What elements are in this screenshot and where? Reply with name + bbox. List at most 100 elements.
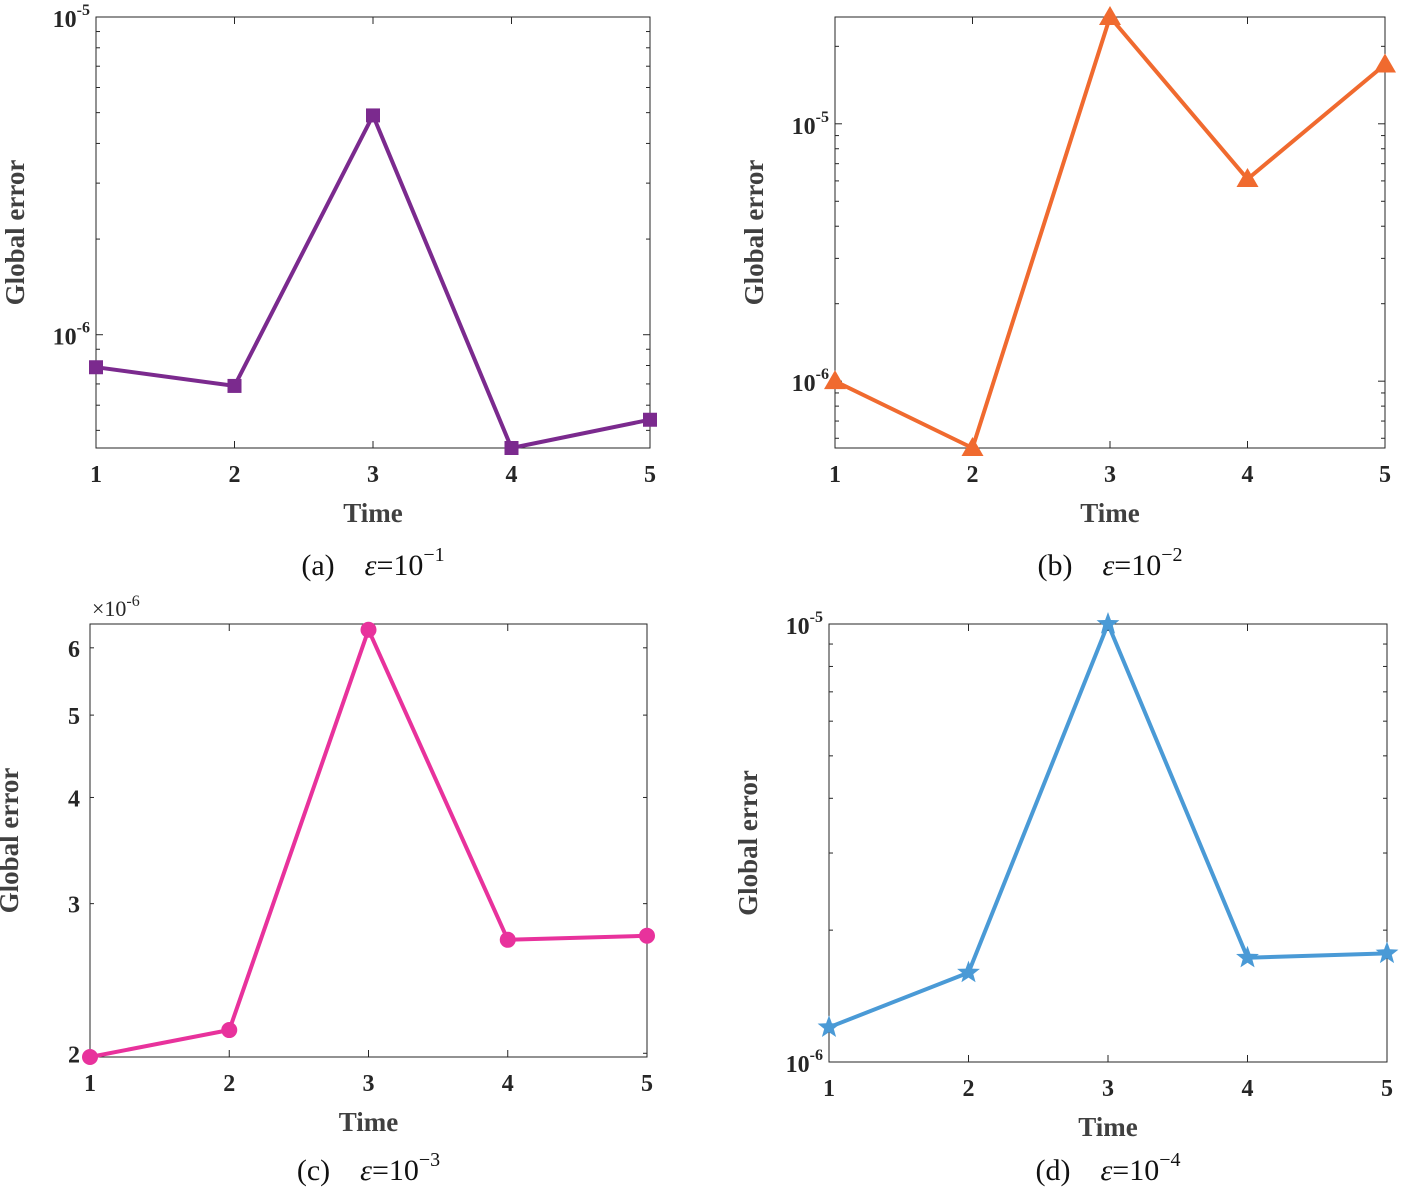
y-tick-label: 10-6 [792, 366, 829, 397]
y-tick-base: 10 [53, 325, 77, 351]
y-tick-label: 2 [68, 1042, 80, 1068]
star-marker [957, 960, 980, 983]
square-marker [504, 441, 519, 455]
y-axis-label: Global error [0, 768, 24, 914]
x-tick-label: 2 [967, 462, 979, 488]
x-tick-label: 3 [363, 1071, 375, 1097]
y-tick-label: 10-6 [53, 320, 90, 351]
star-marker [1375, 941, 1399, 964]
y-tick-exponent: -6 [810, 1047, 823, 1064]
series-line [95, 113, 651, 450]
circle-marker [639, 927, 655, 944]
star-marker [1096, 612, 1120, 634]
x-tick-label: 5 [1381, 1076, 1393, 1102]
x-axis-label: Time [1080, 498, 1140, 528]
series-line [834, 15, 1387, 450]
axes-box [89, 623, 648, 1058]
caption-equation: =10 [376, 549, 423, 582]
caption-equation: =10 [372, 1154, 419, 1187]
y-tick-base: 10 [786, 1052, 810, 1078]
y-tick-exponent: -6 [77, 320, 90, 337]
circle-marker [82, 1049, 98, 1065]
square-marker [366, 108, 380, 123]
panel-caption: (d) ε=10−4 [1035, 1149, 1180, 1187]
y-tick-label: 10-5 [786, 609, 823, 640]
y-tick-label: 5 [68, 704, 80, 730]
x-tick-label: 3 [1102, 1076, 1114, 1102]
caption-exponent: −1 [423, 544, 444, 566]
y-tick-exponent: -6 [816, 366, 829, 383]
x-tick-label: 4 [1242, 1076, 1254, 1102]
caption-label: (a) [301, 549, 364, 582]
x-tick-label: 4 [502, 1071, 514, 1097]
x-tick-label: 5 [644, 462, 656, 488]
x-tick-label: 3 [1104, 462, 1116, 488]
square-marker [643, 412, 657, 427]
y-tick-label: 10-6 [786, 1047, 823, 1078]
y-tick-label: 3 [68, 893, 80, 919]
x-tick-label: 2 [229, 462, 241, 488]
star-marker [817, 1015, 841, 1037]
multiplier-base: ×10 [92, 596, 126, 621]
square-marker [89, 360, 103, 375]
y-tick-base: 10 [786, 614, 810, 640]
series-line [89, 627, 648, 1059]
epsilon-symbol: ε [1100, 1154, 1112, 1187]
x-tick-label: 4 [1242, 462, 1254, 488]
multiplier-exponent: -6 [126, 593, 139, 610]
x-axis-label: Time [339, 1107, 399, 1137]
y-tick-exponent: -5 [816, 109, 829, 126]
triangle-marker [824, 370, 846, 390]
caption-equation: =10 [1112, 1154, 1159, 1187]
x-tick-label: 5 [641, 1071, 653, 1097]
caption-exponent: −4 [1159, 1149, 1180, 1171]
triangle-marker [1099, 6, 1121, 25]
y-tick-base: 10 [792, 114, 816, 140]
x-tick-label: 2 [963, 1076, 975, 1102]
y-tick-label: 10-5 [53, 2, 90, 33]
y-tick-label: 4 [68, 786, 80, 812]
caption-exponent: −3 [419, 1149, 440, 1171]
circle-marker [360, 621, 377, 638]
y-tick-exponent: -5 [810, 609, 823, 626]
triangle-marker [1374, 53, 1396, 73]
axes-box [95, 16, 651, 449]
x-axis-label: Time [1078, 1112, 1138, 1142]
caption-label: (d) [1035, 1154, 1100, 1187]
circle-marker [499, 931, 516, 948]
y-axis-multiplier: ×10-6 [92, 593, 140, 621]
epsilon-symbol: ε [1102, 549, 1114, 582]
series-line [828, 622, 1388, 1030]
caption-exponent: −2 [1161, 544, 1182, 566]
panel-caption: (b) ε=10−2 [1037, 544, 1182, 582]
y-axis-label: Global error [739, 160, 769, 306]
y-axis-label: Global error [733, 770, 763, 916]
triangle-marker [961, 437, 984, 456]
x-axis-label: Time [343, 498, 403, 528]
axes-box [834, 16, 1386, 449]
square-marker [227, 378, 242, 393]
x-tick-label: 1 [84, 1071, 96, 1097]
x-tick-label: 1 [823, 1076, 835, 1102]
x-tick-label: 1 [90, 462, 102, 488]
panel-caption: (a) ε=10−1 [301, 544, 444, 582]
y-tick-label: 6 [68, 637, 80, 663]
panel-caption: (c) ε=10−3 [297, 1149, 440, 1187]
x-tick-label: 3 [367, 462, 379, 488]
caption-equation: =10 [1114, 549, 1161, 582]
circle-marker [221, 1022, 238, 1039]
x-tick-label: 5 [1379, 462, 1391, 488]
epsilon-symbol: ε [360, 1154, 372, 1187]
caption-label: (b) [1037, 549, 1102, 582]
y-axis-label: Global error [0, 160, 30, 306]
y-tick-label: 10-5 [792, 109, 829, 140]
caption-label: (c) [297, 1154, 360, 1187]
x-tick-label: 2 [223, 1071, 235, 1097]
y-tick-base: 10 [53, 7, 77, 33]
y-tick-base: 10 [792, 371, 816, 397]
